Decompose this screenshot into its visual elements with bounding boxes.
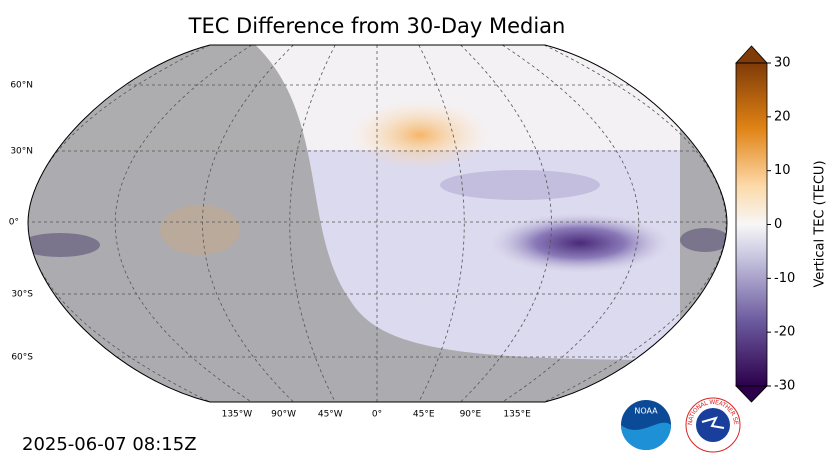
- lon-label: 45°W: [318, 410, 343, 420]
- map: [28, 45, 727, 402]
- lat-label: 30°S: [11, 290, 33, 300]
- lon-label: 90°E: [460, 410, 482, 420]
- colorbar-label: Vertical TEC (TECU): [813, 160, 828, 287]
- colorbar-tick-label: -10: [774, 271, 795, 286]
- meridian: [544, 45, 727, 402]
- colorbar-tick-label: -30: [774, 379, 795, 394]
- noaa-logo: NOAA: [621, 400, 671, 450]
- lat-label: 60°N: [10, 81, 33, 91]
- lon-label: 135°W: [222, 410, 253, 420]
- lat-label: 30°N: [10, 147, 33, 157]
- noaa-text: NOAA: [634, 407, 658, 416]
- colorbar-min: [735, 385, 768, 403]
- colorbar-tick-label: 10: [774, 163, 791, 178]
- lon-label: 45°E: [413, 410, 435, 420]
- lon-label: 0°: [372, 410, 382, 420]
- colorbar-tick-label: -20: [774, 325, 795, 340]
- map-outline: [27, 44, 728, 403]
- colorbar: [736, 63, 767, 386]
- colorbar-tick-label: 30: [774, 56, 791, 71]
- lon-label: 135°E: [503, 410, 531, 420]
- lat-label: 0°: [9, 218, 19, 228]
- lon-label: 90°W: [271, 410, 296, 420]
- lat-label: 60°S: [11, 353, 33, 363]
- colorbar-max: [735, 45, 768, 64]
- meridian: [460, 45, 552, 402]
- title: TEC Difference from 30-Day Median: [188, 14, 566, 38]
- meridian: [418, 45, 465, 402]
- colorbar-tick-label: 20: [774, 109, 791, 124]
- colorbar-tick-label: 0: [774, 217, 782, 232]
- meridian: [202, 45, 294, 402]
- meridian: [502, 45, 640, 402]
- timestamp: 2025-06-07 08:15Z: [22, 434, 197, 455]
- meridian: [114, 45, 252, 402]
- meridian: [289, 45, 336, 402]
